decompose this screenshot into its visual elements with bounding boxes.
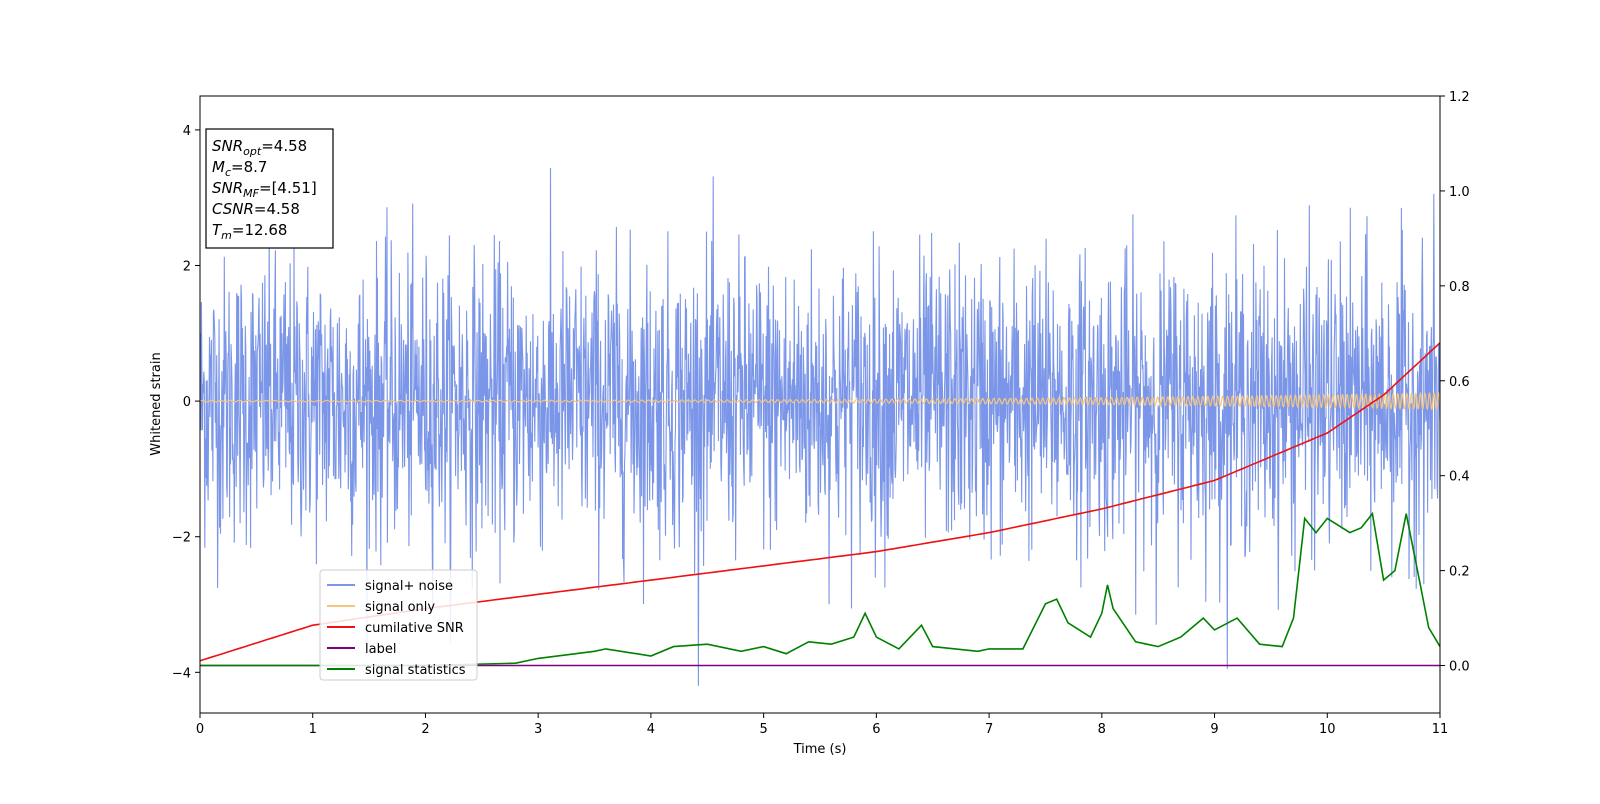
y-right-tick-label: 0.2: [1449, 565, 1470, 580]
x-tick-label: 1: [309, 722, 317, 737]
annotation-line: SNRMF=[4.51]: [212, 179, 317, 200]
x-tick-label: 11: [1432, 722, 1449, 737]
legend: signal+ noise signal only cumilative SNR la…: [319, 569, 478, 681]
legend-label: label: [365, 642, 396, 657]
y-right-tick-label: 0.4: [1449, 470, 1470, 485]
x-tick-label: 8: [1098, 722, 1106, 737]
x-tick-label: 3: [534, 722, 542, 737]
series-line-signal-statistics: [200, 511, 1440, 667]
x-tick-label: 6: [872, 722, 880, 737]
annotation-line: Mc=8.7: [212, 158, 267, 179]
y-right-tick-label: 0.0: [1449, 660, 1470, 675]
y-right-tick-label: 0.8: [1449, 280, 1470, 295]
series-line-signal-noise: [200, 167, 1440, 686]
y-tick-label: −4: [172, 666, 191, 681]
x-tick-label: 10: [1319, 722, 1336, 737]
x-axis-label: Time (s): [793, 742, 847, 757]
y-axis-right: 1.2 1.0 0.8 0.6 0.4 0.2 0.0: [1440, 90, 1470, 675]
annotation-line: Tm=12.68: [212, 221, 287, 242]
legend-label: signal statistics: [365, 663, 466, 678]
x-tick-label: 0: [196, 722, 204, 737]
y-tick-label: 2: [183, 260, 191, 275]
y-axis-label: Whitened strain: [149, 352, 164, 455]
y-tick-label: 0: [183, 395, 191, 410]
x-tick-label: 7: [985, 722, 993, 737]
y-tick-label: 4: [183, 124, 191, 139]
y-right-tick-label: 1.0: [1449, 185, 1470, 200]
legend-label: cumilative SNR: [365, 621, 464, 636]
plot-frame: [199, 95, 1441, 714]
series-signal-only: [200, 391, 1440, 411]
x-tick-label: 9: [1210, 722, 1218, 737]
series-signal-noise: [200, 167, 1440, 686]
x-axis: 0 1 2 3 4 5 6 7 8 9 10 11: [196, 713, 1448, 737]
series-line-signal-only: [200, 391, 1440, 411]
y-right-tick-label: 0.6: [1449, 375, 1470, 390]
annotation-line: SNRopt=4.58: [212, 137, 307, 158]
x-tick-label: 2: [421, 722, 429, 737]
x-tick-label: 4: [647, 722, 655, 737]
y-axis-left: 4 2 0 −2 −4: [172, 124, 200, 681]
legend-label: signal+ noise: [365, 579, 453, 594]
annotation-line: CSNR=4.58: [212, 200, 300, 218]
legend-label: signal only: [365, 600, 435, 615]
y-right-tick-label: 1.2: [1449, 90, 1470, 105]
x-tick-label: 5: [759, 722, 767, 737]
y-tick-label: −2: [172, 531, 191, 546]
